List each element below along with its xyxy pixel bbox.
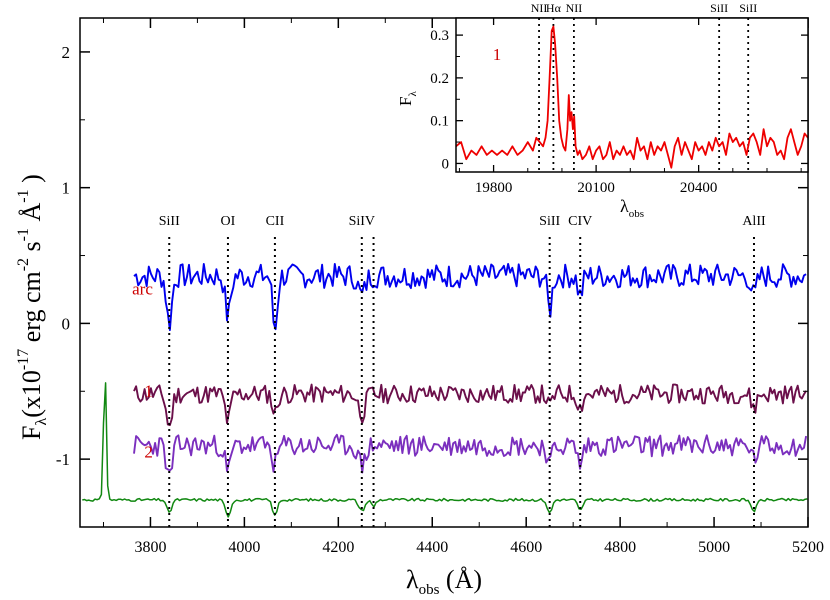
line-marker-label-2: CII	[266, 214, 285, 229]
x-tick-label-4: 4600	[510, 539, 542, 556]
series-label-2: 2	[144, 442, 153, 461]
y-label-exp4: -1	[15, 189, 32, 202]
inset-x-label-main: λ	[620, 196, 629, 216]
y-label-exp3: -1	[15, 228, 32, 241]
x-tick-label-3: 4400	[416, 539, 448, 556]
inset-y-axis-label: Fλ	[396, 91, 419, 106]
inset-line-marker-label-2: NII	[566, 1, 583, 15]
x-tick-label-1: 4000	[228, 539, 260, 556]
y-axis-label: Fλ(x10-17 erg cm-2 s-1 Å-1 )	[15, 174, 50, 440]
y-label-exp1: -17	[15, 349, 32, 370]
series-line-template	[82, 382, 808, 518]
inset-y-label-main: F	[396, 97, 415, 106]
y-label-close: )	[17, 174, 46, 189]
y-tick-label-2: 1	[62, 179, 71, 198]
line-marker-label-1: OI	[221, 214, 236, 229]
x-tick-label-0: 3800	[134, 539, 166, 556]
inset-x-label-sub: obs	[629, 208, 644, 220]
inset-background	[456, 18, 808, 172]
inset-y-tick-label-3: 0.3	[430, 28, 449, 44]
line-marker-label-0: SiII	[159, 214, 180, 229]
inset-x-tick-label-0: 19800	[475, 180, 513, 196]
x-tick-label-2: 4200	[322, 539, 354, 556]
main-series-group	[82, 262, 808, 518]
y-label-ang: Å	[17, 202, 46, 228]
line-marker-label-6: CIV	[568, 214, 592, 229]
series-label-0: arc	[132, 279, 153, 298]
line-marker-label-5: SiII	[539, 214, 560, 229]
y-label-lambda: λ	[33, 418, 50, 426]
inset-series-group	[456, 25, 808, 169]
inset-line-marker-label-0: NII	[531, 1, 548, 15]
inset-y-tick-label-2: 0.2	[430, 71, 449, 87]
y-label-exp2: -2	[15, 258, 32, 271]
main-plot: SiII OI CII SiIV SiII CIV AlII arc 1 2 3800 4000 420…	[15, 17, 824, 598]
x-tick-label-5: 4800	[604, 539, 636, 556]
inset-series-line-1	[456, 25, 808, 169]
line-marker-label-3: SiIV	[349, 214, 375, 229]
y-label-s: s	[17, 241, 46, 258]
inset-line-marker-label-3: SiII	[710, 1, 728, 15]
inset-line-marker-label-4: SiII	[739, 1, 757, 15]
x-axis-label-unit: (Å)	[439, 565, 482, 594]
y-tick-label-3: 2	[62, 43, 71, 62]
inset-frame	[455, 17, 809, 173]
x-axis-label-sub: obs	[419, 582, 440, 598]
inset-x-axis-label: λobs	[620, 196, 644, 220]
x-tick-label-7: 5200	[792, 539, 824, 556]
inset-line-marker-label-1: Hα	[546, 1, 562, 15]
series-line-arc	[133, 262, 807, 332]
inset-x-tick-label-1: 20100	[577, 180, 615, 196]
y-label-f: F	[17, 426, 46, 440]
series-line-2	[133, 433, 808, 474]
y-tick-label-1: 0	[62, 314, 71, 333]
x-tick-label-6: 5000	[698, 539, 730, 556]
inset-y-label-sub: λ	[407, 91, 419, 97]
line-marker-label-7: AlII	[742, 214, 766, 229]
inset-x-tick-label-2: 20400	[680, 180, 718, 196]
main-frame	[79, 17, 809, 528]
y-label-open: (x10	[17, 370, 46, 418]
inset-y-tick-label-0: 0	[442, 156, 450, 172]
series-line-1	[133, 383, 807, 427]
y-label-erg: erg cm	[17, 271, 46, 349]
inset-y-tick-label-1: 0.1	[430, 114, 449, 130]
x-axis-label: λobs (Å)	[406, 565, 482, 598]
y-tick-label-0: -1	[56, 450, 70, 469]
series-label-1: 1	[144, 381, 153, 400]
inset-panel-label: 1	[493, 45, 502, 64]
x-axis-label-main: λ	[406, 565, 419, 594]
